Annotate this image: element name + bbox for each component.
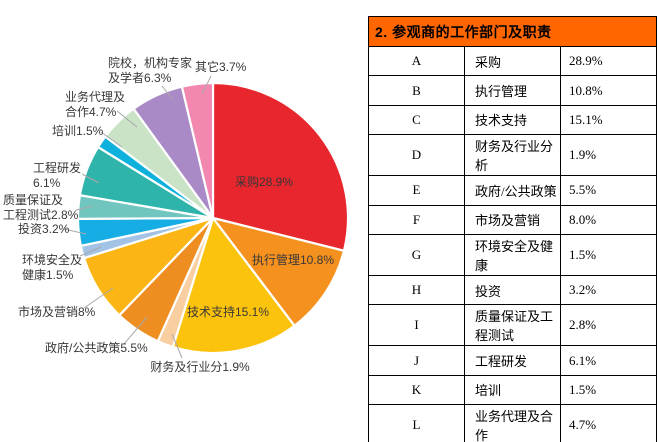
- row-value: 6.1%: [560, 345, 657, 376]
- pie-slice-label: 政府/公共政策5.5%: [45, 340, 148, 355]
- department-table: 2. 参观商的工作部门及职责 A 采购 28.9% B 执行管理 10.8% C 技术支持 15…: [368, 16, 657, 442]
- row-value: 1.5%: [560, 374, 657, 406]
- row-value: 3.2%: [560, 274, 657, 306]
- row-label: 业务代理及合作: [464, 404, 561, 442]
- pie-slice-label: 投资3.2%: [18, 221, 70, 236]
- row-key: D: [368, 134, 465, 177]
- table-row: I 质量保证及工程测试 2.8%: [368, 304, 657, 347]
- row-value: 1.9%: [560, 134, 657, 177]
- label-leader-line: [201, 75, 212, 95]
- row-key: L: [368, 404, 465, 442]
- label-leader-line: [83, 287, 114, 309]
- pie-slice-label: 技术支持15.1%: [187, 304, 269, 319]
- row-value: 5.5%: [560, 175, 657, 206]
- pie-slice-label: 采购28.9%: [235, 174, 293, 189]
- row-key: G: [368, 233, 465, 276]
- table-row: C 技术支持 15.1%: [368, 104, 657, 136]
- pie-slice-label: 财务及行业分1.9%: [150, 359, 250, 374]
- row-value: 1.5%: [560, 233, 657, 276]
- row-key: C: [368, 104, 465, 136]
- row-label: 执行管理: [464, 75, 561, 106]
- table-row: L 业务代理及合作 4.7%: [368, 404, 657, 442]
- row-label: 质量保证及工程测试: [464, 304, 561, 347]
- row-label: 技术支持: [464, 104, 561, 136]
- row-key: I: [368, 304, 465, 347]
- row-label: 工程研发: [464, 345, 561, 376]
- table-row: D 财务及行业分析 1.9%: [368, 134, 657, 177]
- label-leader-line: [81, 173, 100, 184]
- table-row: B 执行管理 10.8%: [368, 75, 657, 106]
- table-header-row: 2. 参观商的工作部门及职责: [368, 16, 657, 47]
- row-value: 15.1%: [560, 104, 657, 136]
- label-leader-line: [171, 333, 183, 359]
- row-label: 市场及营销: [464, 204, 561, 235]
- pie-slice-label: 工程测试2.8%: [3, 207, 79, 222]
- row-value: 10.8%: [560, 75, 657, 106]
- table-row: E 政府/公共政策 5.5%: [368, 175, 657, 206]
- table-row: A 采购 28.9%: [368, 45, 657, 77]
- row-value: 28.9%: [560, 45, 657, 77]
- row-value: 4.7%: [560, 404, 657, 442]
- pie-slice-label: 工程研发: [33, 160, 81, 175]
- pie-slice: [180, 81, 215, 219]
- label-leader-line: [161, 85, 174, 101]
- pie-slice-label: 6.1%: [33, 176, 61, 190]
- table-row: F 市场及营销 8.0%: [368, 204, 657, 235]
- row-key: H: [368, 274, 465, 306]
- row-label: 财务及行业分析: [464, 134, 561, 177]
- pie-slice-label: 执行管理10.8%: [252, 252, 334, 267]
- label-leader-line: [123, 316, 148, 345]
- label-leader-line: [100, 131, 123, 148]
- row-value: 2.8%: [560, 304, 657, 347]
- table-row: G 环境安全及健康 1.5%: [368, 233, 657, 276]
- pie-slice-label: 合作4.7%: [65, 104, 117, 119]
- pie-slice-label: 健康1.5%: [22, 267, 74, 282]
- table-row: K 培训 1.5%: [368, 374, 657, 406]
- table-row: H 投资 3.2%: [368, 274, 657, 306]
- pie-slice-label: 环境安全及: [22, 252, 82, 267]
- row-key: J: [368, 345, 465, 376]
- pie-slice-label: 业务代理及: [65, 89, 125, 104]
- row-label: 政府/公共政策: [464, 175, 561, 206]
- pie-slice-label: 质量保证及: [3, 193, 63, 207]
- row-key: B: [368, 75, 465, 106]
- row-label: 培训: [464, 374, 561, 406]
- pie-chart: 采购28.9% 执行管理10.8% 技术支持15.1% 财务及行业分1.9%政府/公共…: [3, 55, 350, 374]
- pie-slice: [211, 81, 350, 253]
- row-label: 投资: [464, 274, 561, 306]
- row-key: E: [368, 175, 465, 206]
- row-key: K: [368, 374, 465, 406]
- row-label: 采购: [464, 45, 561, 77]
- label-leader-line: [79, 246, 102, 257]
- label-leader-line: [116, 110, 138, 128]
- row-value: 8.0%: [560, 204, 657, 235]
- label-leader-line: [63, 228, 87, 235]
- pie-slice-label: 及学者6.3%: [108, 70, 172, 85]
- row-key: A: [368, 45, 465, 77]
- table-row: J 工程研发 6.1%: [368, 345, 657, 376]
- pie-slice: [210, 216, 346, 328]
- department-table-grid: 2. 参观商的工作部门及职责 A 采购 28.9% B 执行管理 10.8% C 技术支持 15…: [368, 16, 657, 442]
- row-key: F: [368, 204, 465, 235]
- label-leader-line: [75, 205, 94, 211]
- pie-slice-label: 其它3.7%: [195, 59, 247, 74]
- row-label: 环境安全及健康: [464, 233, 561, 276]
- pie-slice-label: 市场及营销8%: [18, 304, 96, 319]
- table-title: 2. 参观商的工作部门及职责: [368, 16, 657, 47]
- pie-slice-label: 院校，机构专家: [108, 55, 192, 70]
- pie-slice-label: 培训1.5%: [52, 123, 104, 138]
